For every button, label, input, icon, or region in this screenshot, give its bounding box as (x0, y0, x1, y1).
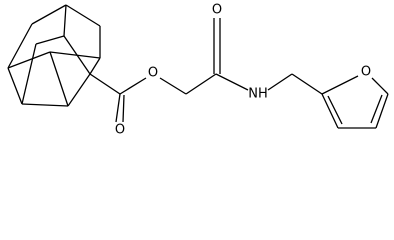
atom-label: O (212, 3, 222, 18)
atom-label: O (115, 123, 125, 138)
atom-label: NH (248, 87, 268, 102)
structure-diagram: O O O NH O (7, 3, 389, 138)
atom-label: O (361, 65, 371, 80)
bonds (7, 4, 389, 129)
atom-label: O (148, 66, 158, 81)
